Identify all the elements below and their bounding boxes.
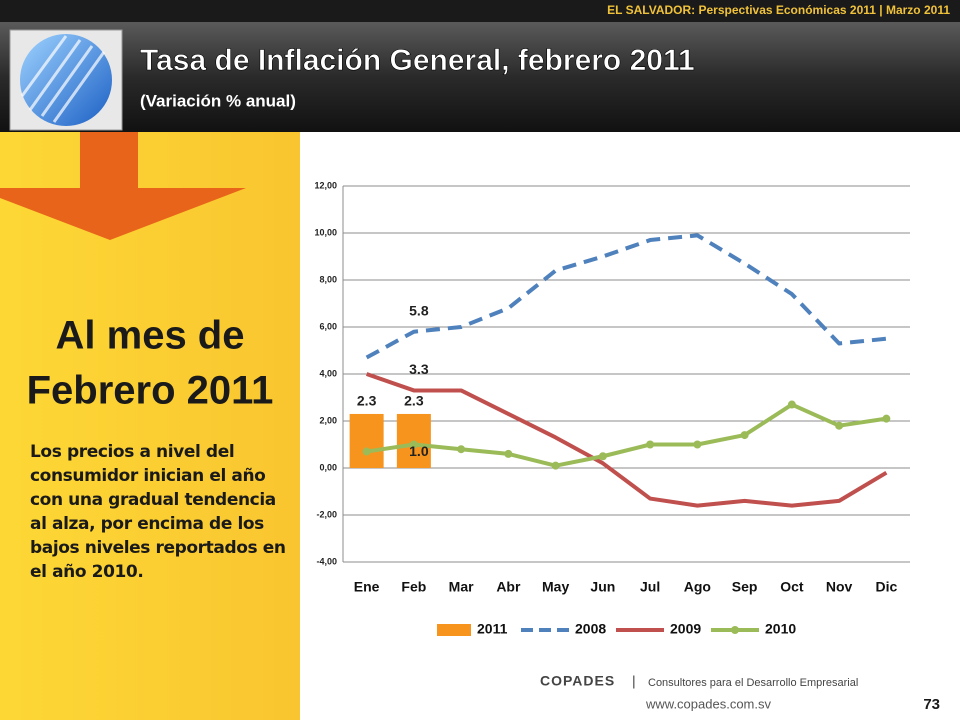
marker [409,440,418,449]
y-tick-label: -2,00 [316,509,337,519]
marker [693,440,702,449]
marker [457,445,466,454]
y-tick-label: -4,00 [316,556,337,566]
data-label: 5.8 [409,302,429,318]
legend-label: 2008 [575,621,606,637]
line [366,402,887,468]
page-number: 73 [923,696,940,713]
marker [882,414,891,423]
subtitle: (Variación % anual) [140,91,296,110]
footer-brand: COPADES [540,673,615,689]
y-tick-label: 12,00 [314,180,337,190]
legend-label: 2009 [670,621,701,637]
header [0,22,960,132]
x-tick-label: Nov [826,579,853,595]
marker [787,400,796,409]
marker [598,452,607,461]
footer-tagline: Consultores para el Desarrollo Empresari… [648,677,858,689]
arrow [0,132,246,240]
legend-marker [731,626,739,634]
description: Los precios a nivel del consumidor inici… [30,442,286,582]
title: Tasa de Inflación General, febrero 2011 [140,44,695,77]
legend-label: 2010 [765,621,796,637]
line [365,372,888,508]
y-tick-label: 10,00 [314,227,337,237]
data-label: 2.3 [357,393,377,409]
data-label: 1.0 [409,443,429,459]
sidebar [0,132,300,720]
topline: EL SALVADOR: Perspectivas Económicas 201… [607,3,950,17]
x-tick-label: May [542,579,569,595]
x-tick-label: Abr [496,579,521,595]
y-tick-label: 6,00 [319,321,337,331]
footer-url: www.copades.com.sv [645,696,771,711]
headline: Febrero 2011 [27,369,274,413]
marker [646,440,655,449]
x-tick-label: Oct [780,579,804,595]
marker [551,461,560,470]
y-tick-label: 8,00 [319,274,337,284]
line [365,233,887,360]
y-tick-label: 4,00 [319,368,337,378]
data-label: 3.3 [409,361,429,377]
x-tick-label: Jun [590,579,615,595]
legend-label: 2011 [477,621,508,637]
y-tick-label: 0,00 [319,462,337,472]
marker [504,449,513,458]
footer-separator: | [632,673,636,689]
x-tick-label: Ago [684,579,711,595]
x-tick-label: Mar [449,579,474,595]
data-label: 2.3 [404,393,424,409]
x-tick-label: Ene [354,579,380,595]
x-tick-label: Sep [732,579,758,595]
legend-swatch [437,624,471,636]
bar [349,413,384,468]
marker [740,431,749,440]
x-tick-label: Jul [640,579,660,595]
headline: Al mes de [56,314,245,358]
x-tick-label: Dic [875,579,897,595]
logo-stripes [20,35,106,123]
x-tick-label: Feb [401,579,426,595]
marker [835,421,844,430]
top-bar [0,0,960,22]
y-tick-label: 2,00 [319,415,337,425]
marker [362,447,371,456]
